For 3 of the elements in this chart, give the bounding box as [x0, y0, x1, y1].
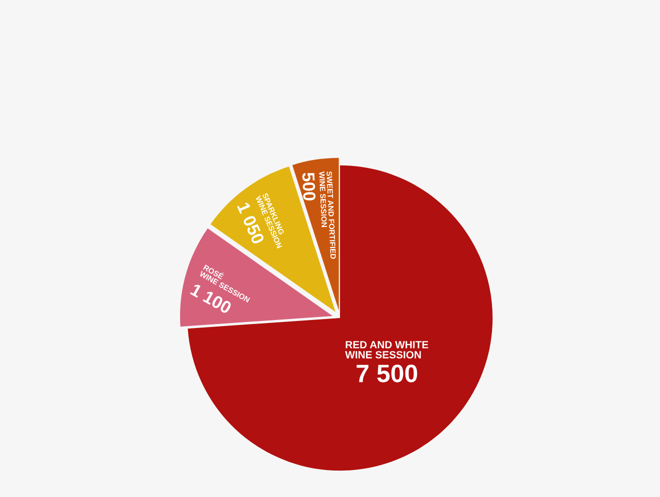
data-label: 7 500 — [356, 364, 418, 382]
data-label: 500 — [302, 172, 316, 201]
slice-label: RED AND WHITE WINE SESSION — [345, 341, 428, 358]
